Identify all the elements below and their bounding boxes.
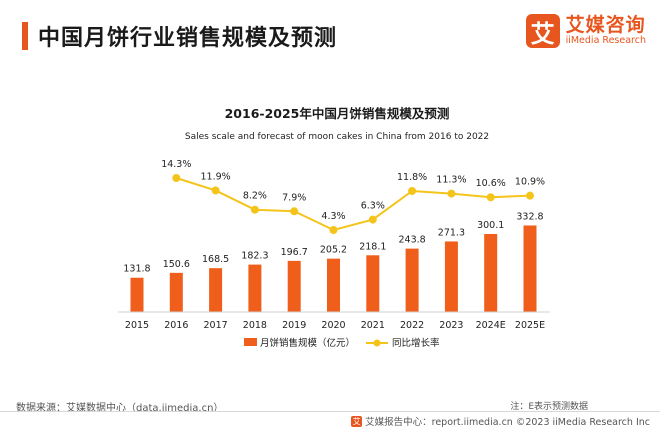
bar-value-labels: 131.8 150.6 168.5 182.3 196.7 205.2 218.1 243.8… — [123, 211, 543, 274]
legend-bar-label: 月饼销售规模（亿元） — [260, 337, 355, 349]
footer-logo-icon: 艾 — [351, 415, 363, 427]
growth-value-label: 11.8% — [397, 172, 427, 183]
legend-bar-swatch — [244, 338, 257, 346]
bar — [248, 264, 262, 312]
x-tick-label: 2015 — [125, 320, 149, 331]
footer-bottom: 艾 艾媒报告中心：report.iimedia.cn ©2023 iiMedia… — [351, 414, 650, 428]
growth-point — [250, 205, 259, 214]
x-axis: 2015 2016 2017 2018 2019 2020 2021 2022 2023 2024… — [118, 311, 550, 331]
x-tick-label: 2023 — [439, 320, 463, 331]
bar-value-label: 218.1 — [359, 241, 386, 252]
growth-value-label: 6.3% — [361, 201, 385, 212]
bar-value-label: 196.7 — [281, 247, 308, 258]
growth-line — [175, 177, 531, 232]
bar — [130, 277, 144, 312]
growth-value-label: 11.3% — [436, 175, 466, 186]
growth-value-label: 10.6% — [476, 178, 506, 189]
growth-point — [486, 193, 495, 202]
growth-value-label: 11.9% — [201, 171, 231, 182]
x-tick-label: 2018 — [243, 320, 267, 331]
footer-divider — [0, 411, 660, 412]
bar — [444, 241, 458, 312]
title-accent-bar — [22, 22, 28, 50]
growth-point — [172, 174, 181, 182]
growth-point — [211, 186, 220, 195]
page-title: 中国月饼行业销售规模及预测 — [38, 26, 338, 51]
growth-value-label: 7.9% — [282, 192, 306, 203]
bar-value-label: 300.1 — [477, 220, 504, 231]
forecast-note: 注：E表示预测数据 — [510, 402, 588, 412]
chart-subtitle: Sales scale and forecast of moon cakes i… — [185, 132, 489, 142]
x-tick-label: 2022 — [400, 320, 424, 331]
growth-value-label: 8.2% — [243, 191, 267, 202]
growth-point — [329, 226, 338, 234]
bar-value-label: 205.2 — [320, 245, 347, 256]
bar — [327, 258, 340, 312]
legend-line-marker — [373, 339, 381, 347]
bar — [209, 268, 223, 312]
bar-value-label: 168.5 — [202, 254, 229, 265]
x-tick-label: 2017 — [204, 320, 228, 331]
growth-point — [368, 215, 377, 224]
x-tick-label: 2020 — [321, 320, 345, 331]
brand-subname: iiMedia Research — [565, 35, 646, 47]
growth-line-series: 14.3% 11.9% 8.2% 7.9% 4.3% 6.3% 11.8% 11.3% 10.6… — [161, 159, 545, 234]
growth-value-label: 10.9% — [515, 177, 545, 188]
footer-copyright: 艾媒报告中心：report.iimedia.cn ©2023 iiMedia R… — [365, 417, 650, 428]
x-tick-label: 2025E — [515, 320, 545, 331]
brand-logo-icon: 艾 — [525, 14, 560, 48]
bar-value-label: 332.8 — [516, 211, 543, 222]
bar — [287, 260, 301, 312]
growth-value-label: 14.3% — [161, 159, 191, 170]
brand-name: 艾媒咨询 — [565, 13, 646, 36]
bar-value-label: 182.3 — [241, 251, 268, 262]
bar-value-label: 150.6 — [163, 259, 190, 270]
growth-point — [290, 207, 299, 216]
legend-line-label: 同比增长率 — [392, 337, 440, 349]
data-source: 数据来源：艾媒数据中心（data.iimedia.cn） — [16, 403, 224, 414]
growth-point — [526, 191, 534, 200]
x-tick-label: 2021 — [361, 320, 385, 331]
bar-series — [130, 225, 537, 312]
legend: 月饼销售规模（亿元） 同比增长率 — [244, 337, 440, 349]
bar-value-label: 271.3 — [438, 227, 465, 238]
chart-title: 2016-2025年中国月饼销售规模及预测 — [225, 106, 450, 121]
bar — [169, 272, 183, 312]
growth-point — [447, 189, 456, 198]
bar — [484, 233, 498, 312]
growth-value-label: 4.3% — [321, 211, 345, 222]
x-tick-label: 2019 — [282, 320, 306, 331]
brand-text: 艾媒咨询 iiMedia Research — [565, 13, 646, 48]
bar — [366, 255, 380, 312]
x-tick-label: 2024E — [476, 320, 506, 331]
brand-logo: 艾 艾媒咨询 iiMedia Research — [525, 13, 646, 48]
bar — [523, 225, 537, 312]
growth-point — [408, 187, 417, 195]
bar-value-label: 243.8 — [398, 235, 425, 246]
sales-chart: 2016-2025年中国月饼销售规模及预测 Sales scale and fo… — [118, 106, 550, 349]
bar-value-label: 131.8 — [123, 264, 150, 275]
x-tick-label: 2016 — [164, 320, 188, 331]
bar — [405, 248, 419, 312]
